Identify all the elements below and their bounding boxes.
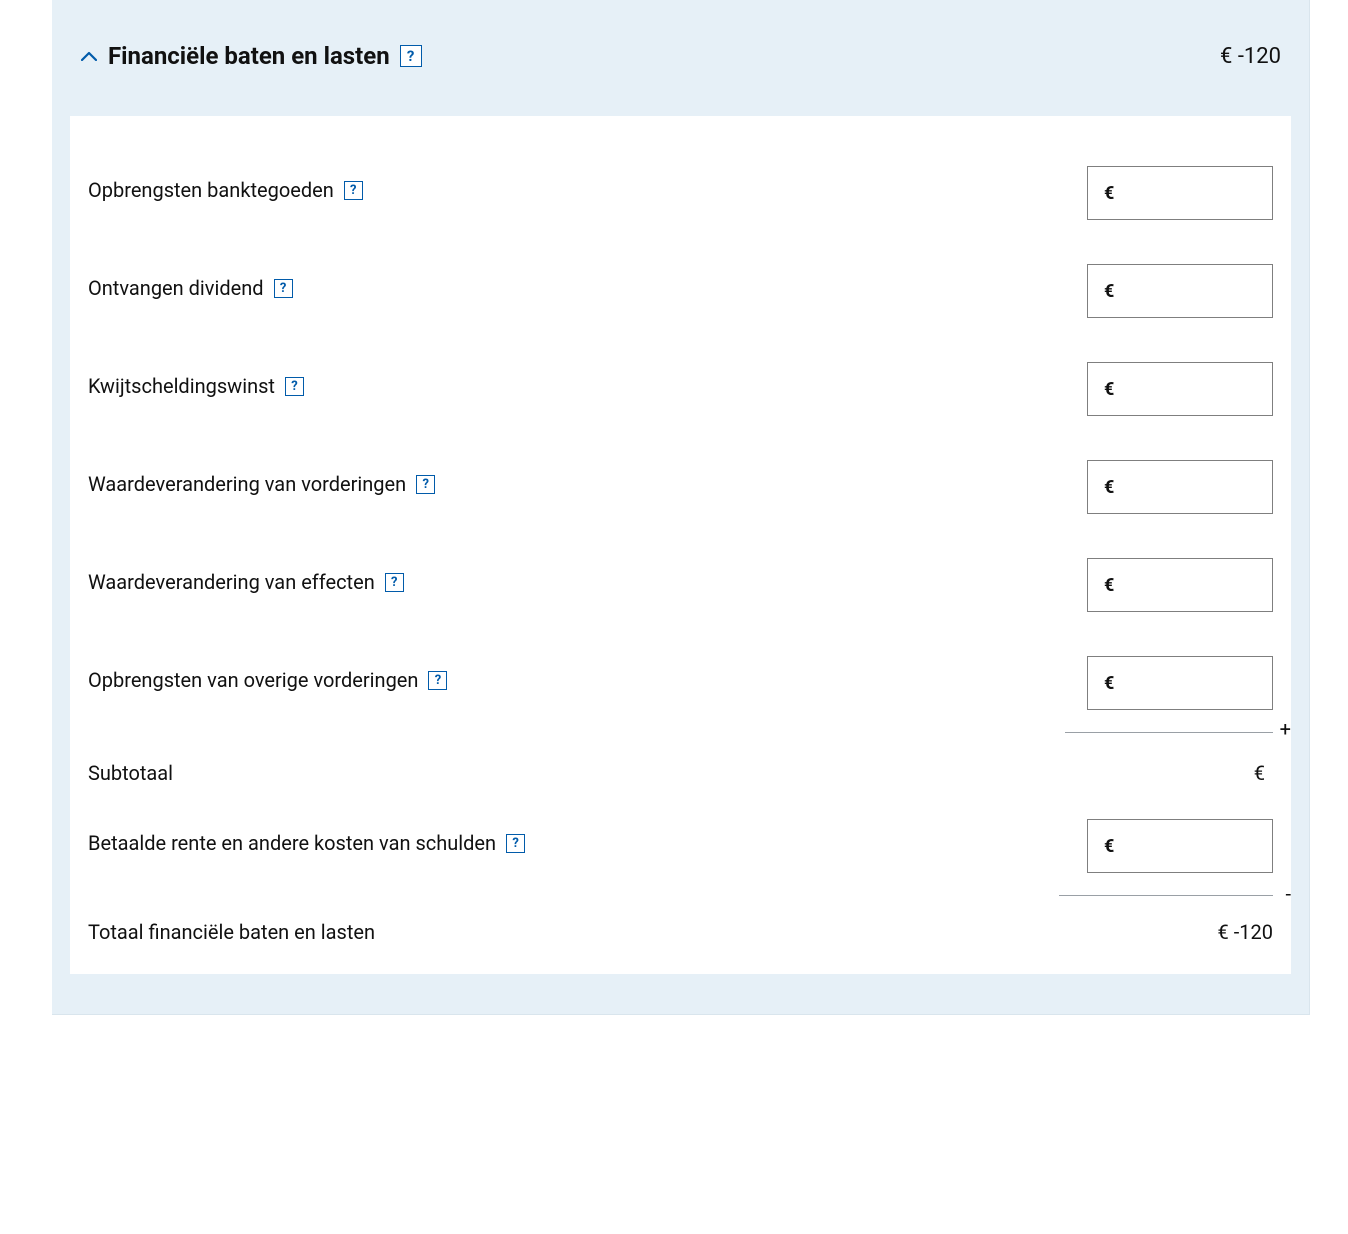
panel-title-text: Financiële baten en lasten: [108, 42, 390, 70]
total-label: Totaal financiële baten en lasten: [88, 920, 375, 944]
row-ontvangen-dividend: Ontvangen dividend ? €: [88, 264, 1273, 318]
row-kwijtscheldingswinst: Kwijtscheldingswinst ? €: [88, 362, 1273, 416]
help-icon[interactable]: ?: [416, 475, 435, 494]
euro-symbol: €: [1088, 477, 1126, 498]
row-opbrengsten-overige-vorderingen: Opbrengsten van overige vorderingen ? € …: [88, 656, 1273, 733]
row-totaal: Totaal financiële baten en lasten € -120: [88, 920, 1273, 944]
plus-sign: +: [1280, 719, 1291, 739]
currency-input[interactable]: €: [1087, 362, 1273, 416]
currency-input[interactable]: €: [1087, 558, 1273, 612]
label-text: Waardeverandering van effecten: [88, 570, 375, 594]
euro-symbol: €: [1088, 379, 1126, 400]
euro-symbol: €: [1088, 575, 1126, 596]
subtotal-value: €: [1254, 761, 1273, 785]
help-icon[interactable]: ?: [344, 181, 363, 200]
panel-title: Financiële baten en lasten ?: [108, 42, 422, 70]
euro-symbol: €: [1088, 183, 1126, 204]
row-label: Waardeverandering van effecten ?: [88, 558, 404, 594]
input-opbrengsten-banktegoeden[interactable]: [1126, 167, 1348, 219]
help-icon[interactable]: ?: [274, 279, 293, 298]
row-waardeverandering-vorderingen: Waardeverandering van vorderingen ? €: [88, 460, 1273, 514]
minus-sign: -: [1285, 884, 1291, 904]
row-label: Ontvangen dividend ?: [88, 264, 293, 300]
row-input-wrap: €: [1043, 166, 1273, 220]
row-label: Kwijtscheldingswinst ?: [88, 362, 304, 398]
row-input-wrap: €: [1043, 558, 1273, 612]
financiele-panel: Financiële baten en lasten ? € -120 Opbr…: [52, 0, 1310, 1015]
currency-input[interactable]: €: [1087, 819, 1273, 873]
input-betaalde-rente[interactable]: [1126, 820, 1348, 872]
row-opbrengsten-banktegoeden: Opbrengsten banktegoeden ? €: [88, 166, 1273, 220]
help-icon[interactable]: ?: [506, 834, 525, 853]
row-label: Betaalde rente en andere kosten van schu…: [88, 819, 525, 855]
label-text: Betaalde rente en andere kosten van schu…: [88, 831, 496, 855]
row-input-wrap: €: [1043, 264, 1273, 318]
label-text: Opbrengsten van overige vorderingen: [88, 668, 418, 692]
total-value: € -120: [1218, 920, 1273, 944]
label-text: Kwijtscheldingswinst: [88, 374, 275, 398]
label-text: Ontvangen dividend: [88, 276, 264, 300]
help-icon[interactable]: ?: [285, 377, 304, 396]
label-text: Waardeverandering van vorderingen: [88, 472, 406, 496]
currency-input[interactable]: €: [1087, 656, 1273, 710]
row-label: Opbrengsten banktegoeden ?: [88, 166, 363, 202]
input-opbrengsten-overige-vorderingen[interactable]: [1126, 657, 1348, 709]
row-label: Opbrengsten van overige vorderingen ?: [88, 656, 447, 692]
euro-symbol: €: [1088, 673, 1126, 694]
input-ontvangen-dividend[interactable]: [1126, 265, 1348, 317]
row-input-wrap: €: [1043, 460, 1273, 514]
panel-body: Opbrengsten banktegoeden ? € Ontvangen d…: [70, 116, 1291, 974]
row-waardeverandering-effecten: Waardeverandering van effecten ? €: [88, 558, 1273, 612]
panel-header: Financiële baten en lasten ? € -120: [52, 0, 1309, 98]
label-text: Opbrengsten banktegoeden: [88, 178, 334, 202]
chevron-up-icon[interactable]: [80, 47, 98, 65]
input-kwijtscheldingswinst[interactable]: [1126, 363, 1348, 415]
help-icon[interactable]: ?: [428, 671, 447, 690]
sum-line: +: [1065, 732, 1273, 733]
currency-input[interactable]: €: [1087, 166, 1273, 220]
euro-symbol: €: [1088, 836, 1126, 857]
row-betaalde-rente: Betaalde rente en andere kosten van schu…: [88, 819, 1273, 896]
row-input-wrap: €: [1043, 362, 1273, 416]
sum-line: -: [1059, 895, 1273, 896]
row-input-wrap: € -: [1043, 819, 1273, 896]
currency-input[interactable]: €: [1087, 264, 1273, 318]
help-icon[interactable]: ?: [385, 573, 404, 592]
panel-header-amount: € -120: [1220, 44, 1281, 69]
row-subtotaal: Subtotaal €: [88, 761, 1273, 785]
row-input-wrap: € +: [1043, 656, 1273, 733]
euro-symbol: €: [1088, 281, 1126, 302]
subtotal-label: Subtotaal: [88, 761, 173, 785]
input-waardeverandering-effecten[interactable]: [1126, 559, 1348, 611]
input-waardeverandering-vorderingen[interactable]: [1126, 461, 1348, 513]
row-label: Waardeverandering van vorderingen ?: [88, 460, 435, 496]
currency-input[interactable]: €: [1087, 460, 1273, 514]
help-icon[interactable]: ?: [400, 45, 422, 67]
